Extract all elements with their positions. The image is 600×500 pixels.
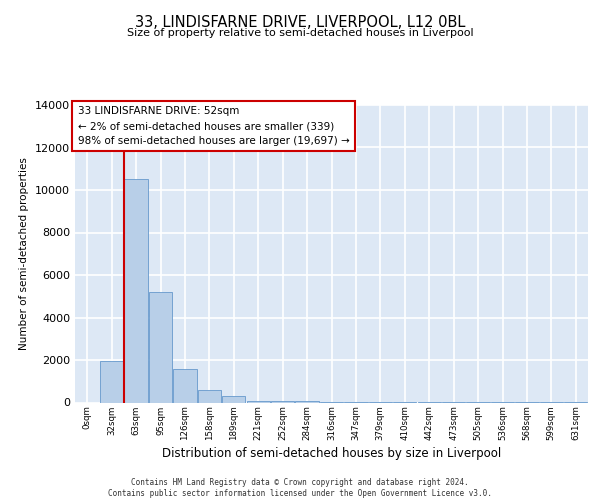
- Bar: [198, 390, 221, 402]
- Text: 33 LINDISFARNE DRIVE: 52sqm
← 2% of semi-detached houses are smaller (339)
98% o: 33 LINDISFARNE DRIVE: 52sqm ← 2% of semi…: [77, 106, 349, 146]
- Bar: [124, 180, 148, 402]
- Text: Size of property relative to semi-detached houses in Liverpool: Size of property relative to semi-detach…: [127, 28, 473, 38]
- Text: Contains HM Land Registry data © Crown copyright and database right 2024.
Contai: Contains HM Land Registry data © Crown c…: [108, 478, 492, 498]
- Bar: [271, 401, 294, 402]
- Bar: [247, 401, 270, 402]
- Bar: [100, 361, 123, 403]
- Bar: [173, 368, 197, 402]
- Text: 33, LINDISFARNE DRIVE, LIVERPOOL, L12 0BL: 33, LINDISFARNE DRIVE, LIVERPOOL, L12 0B…: [135, 15, 465, 30]
- Bar: [222, 396, 245, 402]
- Bar: [149, 292, 172, 403]
- Y-axis label: Number of semi-detached properties: Number of semi-detached properties: [19, 158, 29, 350]
- X-axis label: Distribution of semi-detached houses by size in Liverpool: Distribution of semi-detached houses by …: [162, 447, 501, 460]
